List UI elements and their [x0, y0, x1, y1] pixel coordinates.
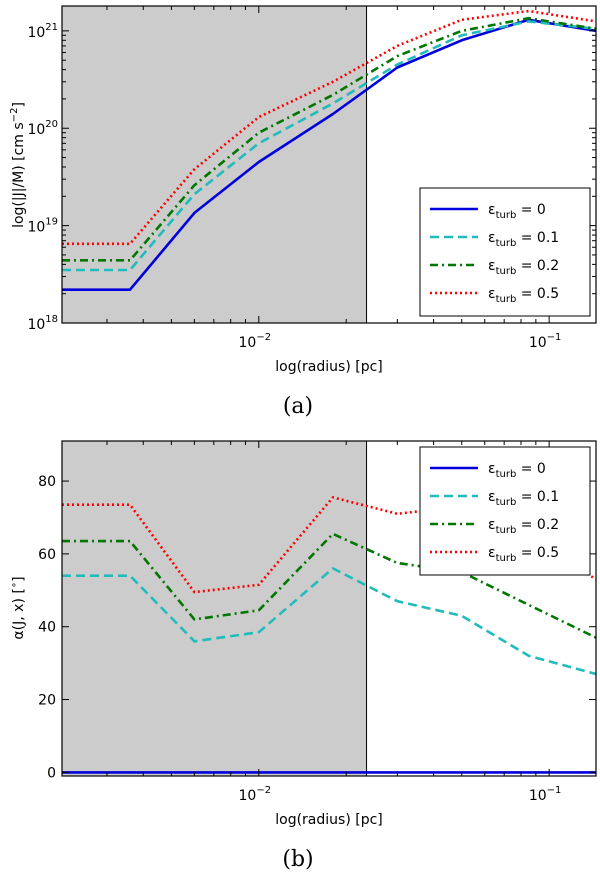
- x-tick-label: 10−2: [239, 332, 272, 351]
- x-tick-label: 10−1: [529, 332, 562, 351]
- y-tick-label: 60: [38, 547, 56, 563]
- series-line-b-2: [62, 532, 597, 639]
- series-lines-a: [62, 9, 597, 292]
- series-line-a-3: [62, 9, 597, 246]
- x-ticks-b: 10−2 10−1: [106, 441, 562, 804]
- y-tick-label: 40: [38, 620, 56, 636]
- x-tick-label: 10−1: [529, 785, 562, 804]
- series-line-b-1: [62, 567, 597, 676]
- legend-label-2: εturb = 0.2: [488, 517, 559, 536]
- y-tick-label: 80: [38, 474, 56, 490]
- legend-label-0: εturb = 0: [488, 202, 546, 221]
- shaded-region-a: [62, 6, 367, 323]
- legend-label-3: εturb = 0.5: [488, 286, 559, 305]
- x-ticks-a: 10−2 10−1: [106, 6, 562, 351]
- y-tick-label: 1018: [27, 314, 58, 333]
- x-axis-label-b: log(radius) [pc]: [275, 812, 383, 828]
- y-axis-label-b: α(J, x) [∘]: [9, 576, 27, 639]
- legend-label-1: εturb = 0.1: [488, 489, 559, 508]
- x-tick-label: 10−2: [239, 785, 272, 804]
- y-tick-label: 1020: [27, 119, 58, 138]
- panel-b: 10−2 10−1 0 20 40 60 80 log(radius) [pc] α(J,…: [9, 440, 597, 872]
- y-tick-label: 0: [47, 765, 56, 781]
- shaded-region-b: [62, 441, 367, 776]
- plot-frame-a: [61, 5, 597, 324]
- series-line-a-2: [62, 16, 597, 262]
- legend-label-3: εturb = 0.5: [488, 545, 559, 564]
- y-tick-label: 20: [38, 693, 56, 709]
- caption-a: (a): [283, 394, 313, 419]
- legend-b: εturb = 0 εturb = 0.1 εturb = 0.2 εturb = 0…: [419, 446, 591, 576]
- panel-a: 10−2 10−1 1018 1019 1020 1021 log(radius) [p…: [9, 5, 597, 419]
- y-axis-label-a: log(|J|/M) [cm s−2]: [9, 102, 27, 228]
- caption-b: (b): [282, 847, 313, 872]
- legend-label-1: εturb = 0.1: [488, 230, 559, 249]
- legend-label-2: εturb = 0.2: [488, 258, 559, 277]
- plot-frame-b: [61, 440, 597, 777]
- y-tick-label: 1019: [27, 217, 58, 236]
- legend-label-0: εturb = 0: [488, 461, 546, 480]
- y-tick-label: 1021: [27, 22, 58, 41]
- y-ticks-a: 1018 1019 1020 1021: [27, 22, 596, 333]
- series-line-a-1: [62, 20, 597, 272]
- legend-a: εturb = 0 εturb = 0.1 εturb = 0.2 εturb = 0…: [419, 187, 591, 317]
- x-axis-label-a: log(radius) [pc]: [275, 359, 383, 375]
